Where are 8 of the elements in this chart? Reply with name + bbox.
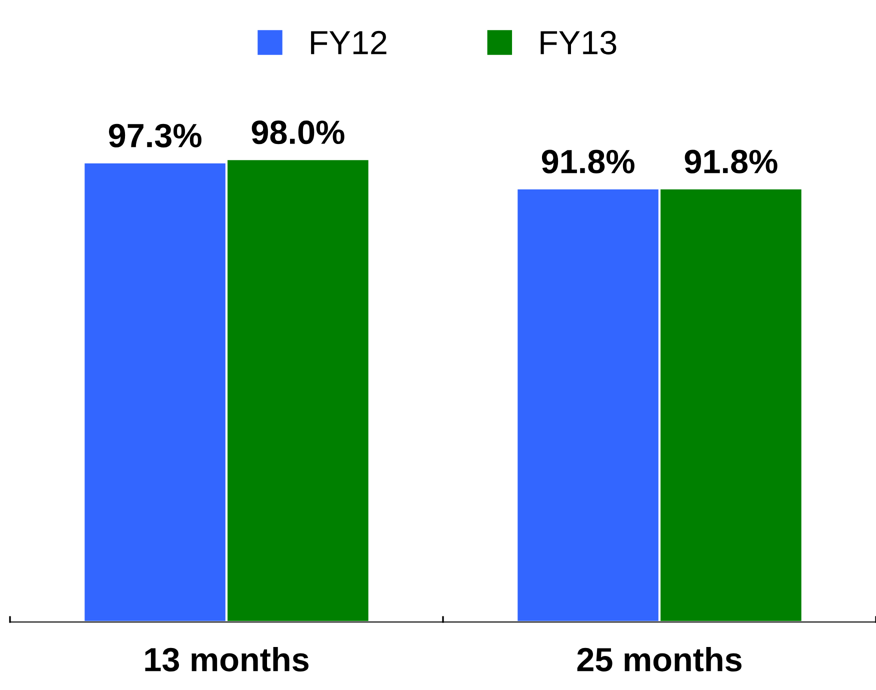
data-label: 91.8% [542, 150, 634, 174]
data-label: 97.3% [108, 124, 202, 148]
legend-label: FY13 [540, 30, 616, 54]
legend-label: FY12 [311, 30, 386, 54]
x-tick-label: 13 months [145, 647, 308, 672]
data-label: 98.0% [252, 120, 344, 144]
x-tick-label: 25 months [577, 647, 742, 672]
data-label: 91.8% [684, 150, 778, 174]
